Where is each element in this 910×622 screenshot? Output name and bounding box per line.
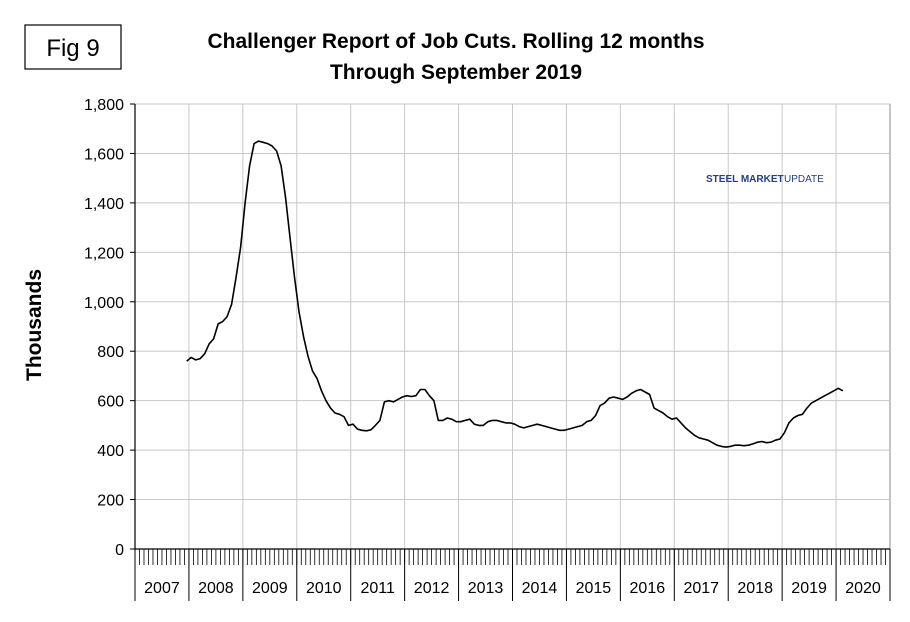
y-tick-label: 1,200 — [84, 245, 124, 262]
y-tick-label: 400 — [97, 443, 124, 460]
x-tick-label: 2016 — [630, 580, 666, 597]
x-tick-label: 2007 — [144, 580, 180, 597]
grid — [134, 103, 891, 550]
y-tick-label: 1,600 — [84, 146, 124, 163]
figure-label: Fig 9 — [46, 35, 99, 62]
x-tick-label: 2017 — [683, 580, 719, 597]
y-tick-label: 1,800 — [84, 97, 124, 114]
series-line-job-cuts — [186, 140, 844, 448]
y-tick-label: 1,400 — [84, 196, 124, 213]
x-tick-label: 2020 — [845, 580, 881, 597]
x-tick-label: 2009 — [252, 580, 288, 597]
x-tick-label: 2011 — [360, 580, 395, 597]
chart-title-line2: Through September 2019 — [330, 61, 582, 84]
x-axis: 2007 2008 2009 2010 2011 2012 2013 2014 2015 2016… — [134, 549, 891, 601]
x-tick-label: 2018 — [737, 580, 773, 597]
x-tick-label: 2008 — [198, 580, 234, 597]
y-tick-label: 200 — [97, 493, 124, 510]
figure-label-box — [24, 24, 122, 70]
x-tick-label: 2019 — [791, 580, 827, 597]
logo-text-light: UPDATE — [784, 174, 824, 185]
y-axis-label: Thousands — [23, 269, 46, 381]
y-tick-label: 800 — [97, 344, 124, 361]
logo-text-bold: STEEL MARKET — [706, 174, 784, 185]
steel-market-update-logo: STEEL MARKET UPDATE — [706, 162, 824, 193]
y-tick-labels: 0 200 400 600 800 1,000 1,200 1,400 1,600 1,800 — [84, 97, 135, 559]
x-tick-label: 2014 — [522, 580, 558, 597]
y-tick-label: 0 — [115, 542, 124, 559]
x-tick-label: 2010 — [306, 580, 342, 597]
y-tick-label: 1,000 — [84, 295, 124, 312]
x-tick-label: 2015 — [576, 580, 612, 597]
x-tick-label: 2013 — [468, 580, 504, 597]
y-tick-label: 600 — [97, 394, 124, 411]
chart-title-line1: Challenger Report of Job Cuts. Rolling 1… — [207, 30, 704, 53]
x-tick-label: 2012 — [414, 580, 450, 597]
